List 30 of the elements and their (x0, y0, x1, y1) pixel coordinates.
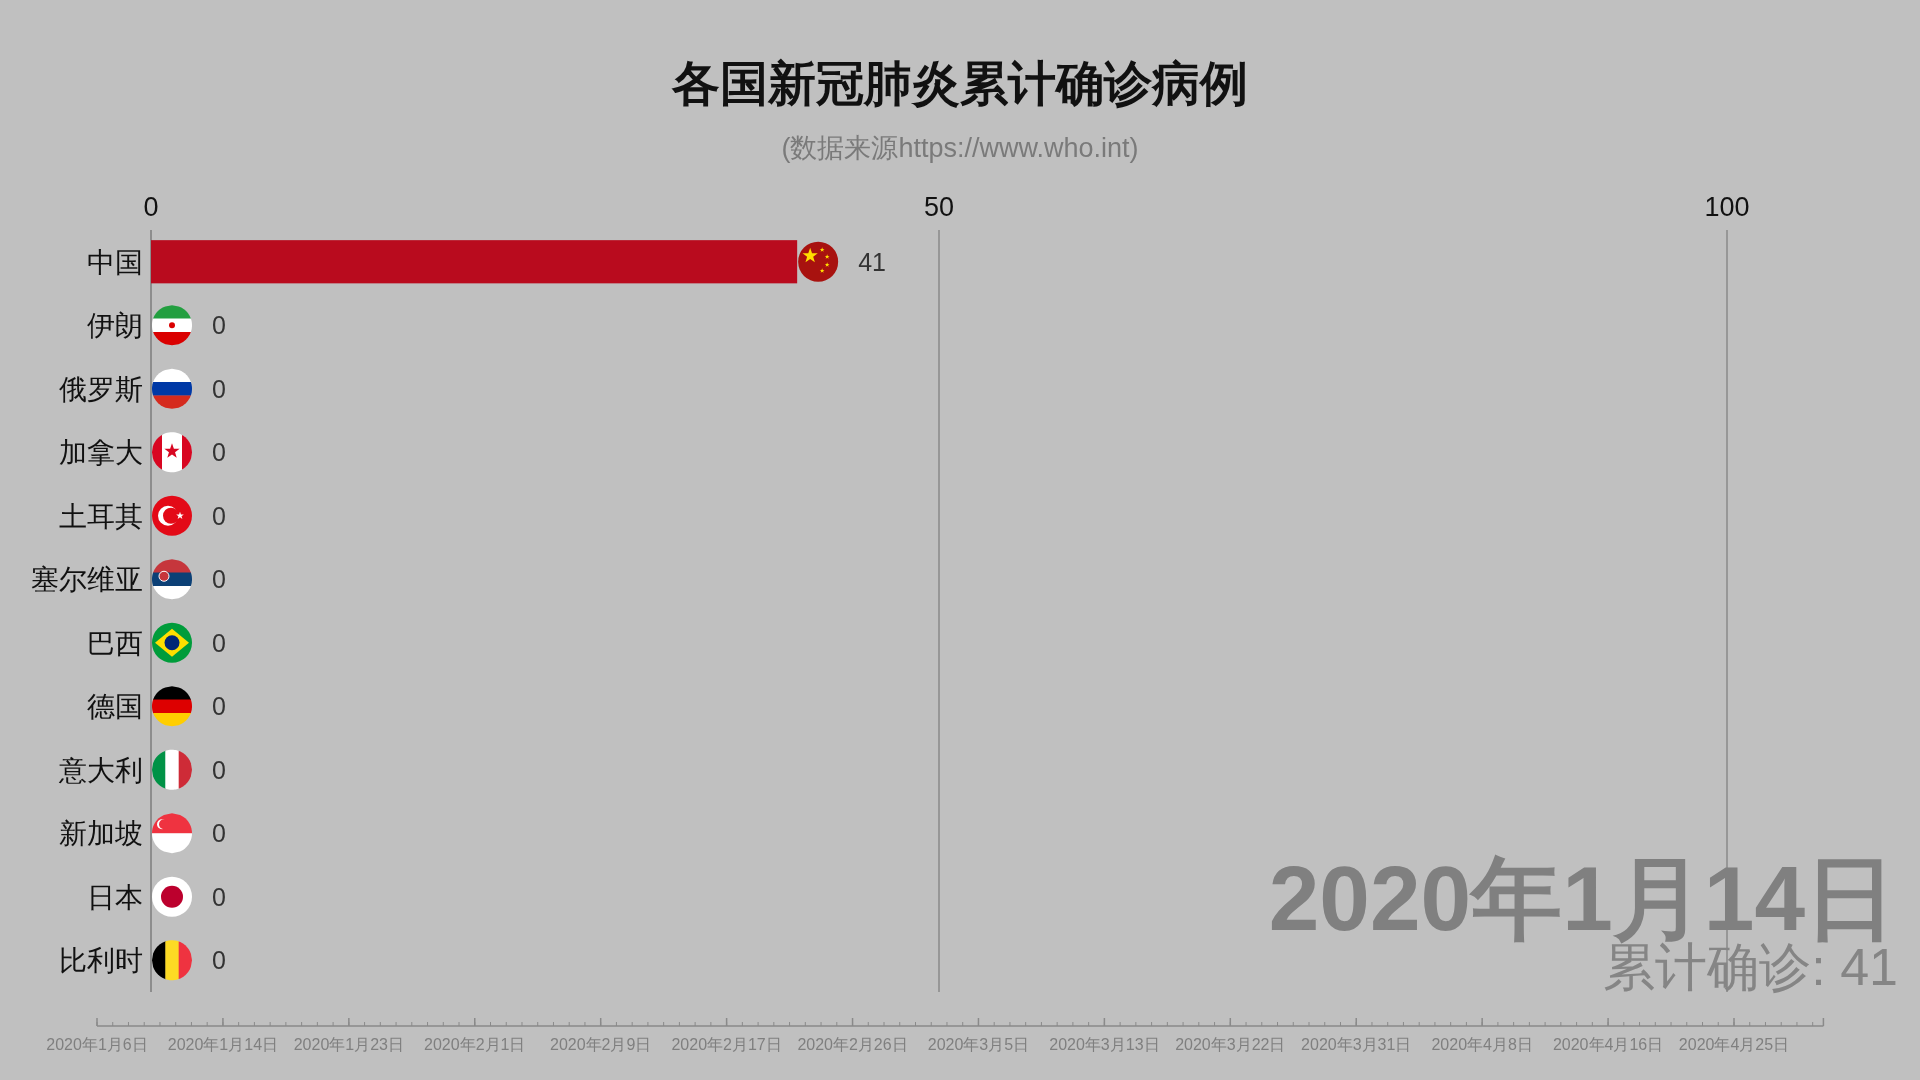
data-label: 0 (212, 692, 226, 721)
data-label: 0 (212, 755, 226, 784)
data-label: 0 (212, 882, 226, 911)
y-tick-label: 比利时 (59, 945, 143, 977)
timeline: 2020年1月6日 2020年1月14日 2020年1月23日 2020年2月1日 2020年2月9日 2020年2月17日 2020年2月26日 2020年3月5日 2020年3月13日 2020年3月22日 2020年3月31日 2020年4月8日 2020年4月16日 2020年4月25日 (46, 1017, 1825, 1053)
chart-subtitle: (数据来源https://www.who.int) (781, 133, 1139, 163)
y-tick-label: 加拿大 (59, 437, 143, 469)
y-tick-label: 伊朗 (87, 310, 143, 342)
data-label: 0 (212, 311, 226, 340)
data-label: 0 (212, 565, 226, 594)
y-tick-label: 土耳其 (59, 500, 143, 532)
data-label: 0 (212, 946, 226, 975)
data-label: 0 (212, 501, 226, 530)
data-label: 0 (212, 438, 226, 467)
data-label: 0 (212, 819, 226, 848)
y-tick-label: 俄罗斯 (59, 373, 143, 405)
x-tick-label: 0 (143, 192, 159, 222)
y-tick-label: 巴西 (87, 627, 143, 659)
chart-title: 各国新冠肺炎累计确诊病例 (671, 57, 1248, 110)
y-tick-label: 日本 (87, 881, 143, 913)
y-tick-label: 中国 (87, 246, 143, 278)
y-tick-label: 塞尔维亚 (31, 564, 143, 596)
data-label: 0 (212, 628, 226, 657)
y-tick-label: 新加坡 (59, 818, 143, 850)
y-tick-label: 德国 (87, 691, 143, 723)
data-label: 41 (858, 247, 886, 276)
x-tick-label: 50 (923, 192, 955, 222)
x-tick-label: 100 (1704, 192, 1750, 222)
y-tick-label: 意大利 (58, 754, 143, 786)
data-label: 0 (212, 374, 226, 403)
